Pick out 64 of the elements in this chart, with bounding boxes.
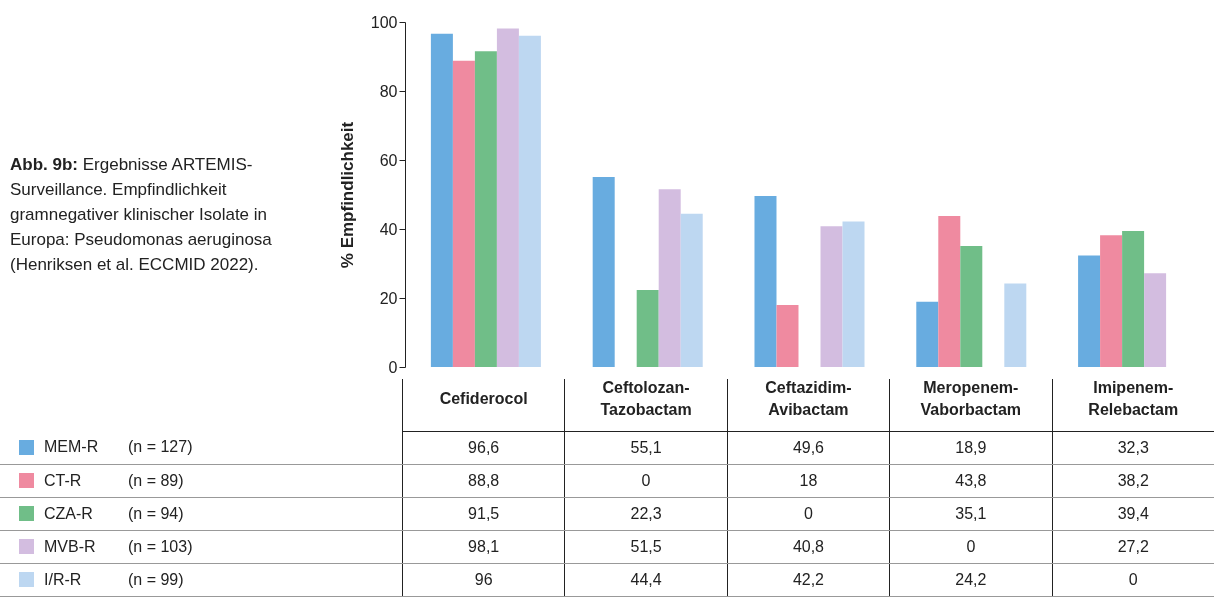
y-tick-label: 40 <box>379 220 398 238</box>
data-label: 43,8 <box>889 464 1053 497</box>
data-label: 40,8 <box>727 530 890 563</box>
y-tick-label: 100 <box>370 13 398 31</box>
bar <box>658 189 681 367</box>
data-label: 88,8 <box>402 464 565 497</box>
bar <box>776 304 799 367</box>
legend-label: CZA-R (n = 94) <box>44 504 184 522</box>
bar <box>820 226 843 367</box>
bar <box>680 213 703 367</box>
x-tick-label: Cefiderocol <box>438 388 529 409</box>
data-label: 18 <box>727 464 890 497</box>
data-label: 96,6 <box>402 431 565 464</box>
data-label: 38,2 <box>1052 464 1214 497</box>
data-label: 32,3 <box>1052 431 1214 464</box>
bar <box>636 290 659 367</box>
data-label: 51,5 <box>564 530 728 563</box>
y-tick-label: 60 <box>379 151 398 169</box>
bar <box>916 301 939 367</box>
x-tick-label: Imipenem-Relebactam <box>1087 377 1180 420</box>
bar <box>842 221 865 367</box>
data-label: 0 <box>889 530 1053 563</box>
y-tick-label: 0 <box>388 358 398 376</box>
bar <box>592 176 615 367</box>
bar <box>1144 273 1167 367</box>
x-tick-label: Ceftolozan-Tazobactam <box>599 377 693 420</box>
data-label: 39,4 <box>1052 497 1214 530</box>
y-axis-title: % Empfindlichkeit <box>337 121 357 269</box>
x-tick-label: Ceftazidim-Avibactam <box>764 377 853 420</box>
data-label: 49,6 <box>727 431 890 464</box>
data-label: 98,1 <box>402 530 565 563</box>
bar <box>1004 283 1027 367</box>
legend-label: MVB-R (n = 103) <box>44 537 193 555</box>
data-label: 44,4 <box>564 563 728 596</box>
bar <box>1078 255 1101 367</box>
bar <box>496 28 519 367</box>
bar <box>938 215 961 367</box>
bar <box>518 35 541 367</box>
legend-label: I/R-R (n = 99) <box>44 570 184 588</box>
data-label: 0 <box>727 497 890 530</box>
data-label: 42,2 <box>727 563 890 596</box>
bar <box>452 60 475 367</box>
bar <box>430 33 453 367</box>
y-tick-label: 80 <box>379 82 398 100</box>
data-label: 35,1 <box>889 497 1053 530</box>
x-tick-label: Meropenem-Vaborbactam <box>919 377 1023 420</box>
bar <box>1122 231 1145 367</box>
data-label: 91,5 <box>402 497 565 530</box>
y-tick-label: 20 <box>379 289 398 307</box>
bar <box>474 51 497 367</box>
text: Abb. 9b: <box>10 155 78 174</box>
bar <box>754 195 777 367</box>
data-label: 27,2 <box>1052 530 1214 563</box>
data-label: 0 <box>564 464 728 497</box>
bar <box>960 245 983 367</box>
data-label: 18,9 <box>889 431 1053 464</box>
data-label: 55,1 <box>564 431 728 464</box>
legend-label: MEM-R (n = 127) <box>44 438 193 456</box>
data-label: 24,2 <box>889 563 1053 596</box>
data-label: 22,3 <box>564 497 728 530</box>
data-label: 0 <box>1052 563 1214 596</box>
data-label: 96 <box>402 563 565 596</box>
legend-label: CT-R (n = 89) <box>44 471 184 489</box>
bar <box>1100 235 1123 367</box>
